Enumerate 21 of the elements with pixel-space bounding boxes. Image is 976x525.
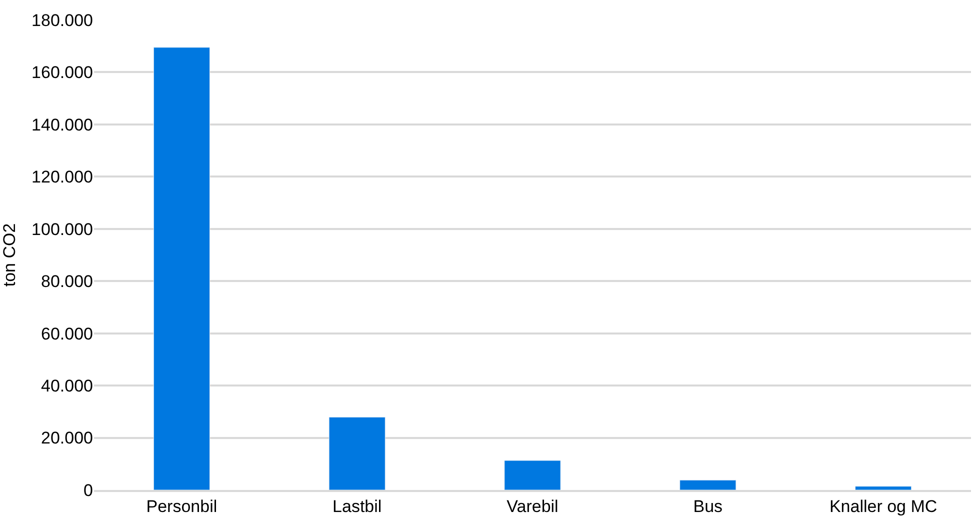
y-tick-label: 180.000	[32, 10, 93, 30]
y-axis-title: ton CO2	[0, 223, 19, 287]
y-tick-label: 60.000	[41, 324, 93, 344]
y-tick-label: 100.000	[32, 220, 93, 239]
bar	[680, 480, 736, 490]
bar	[504, 460, 561, 490]
x-tick-label: Varebil	[506, 497, 558, 516]
y-tick-label: 80.000	[41, 272, 93, 292]
x-tick-label: Personbil	[146, 497, 218, 516]
x-tick-label: Knaller og MC	[829, 497, 938, 516]
bar	[153, 47, 210, 490]
x-tick-label: Bus	[693, 497, 723, 516]
y-tick-label: 160.000	[32, 63, 93, 82]
x-tick-label: Lastbil	[332, 497, 382, 516]
y-tick-label: 40.000	[41, 376, 93, 396]
y-tick-label: 20.000	[41, 428, 93, 448]
bar	[854, 486, 912, 490]
y-tick-label: 140.000	[32, 115, 93, 134]
bar	[328, 416, 386, 490]
y-tick-label: 0	[84, 480, 93, 500]
y-tick-label: 120.000	[32, 168, 93, 187]
